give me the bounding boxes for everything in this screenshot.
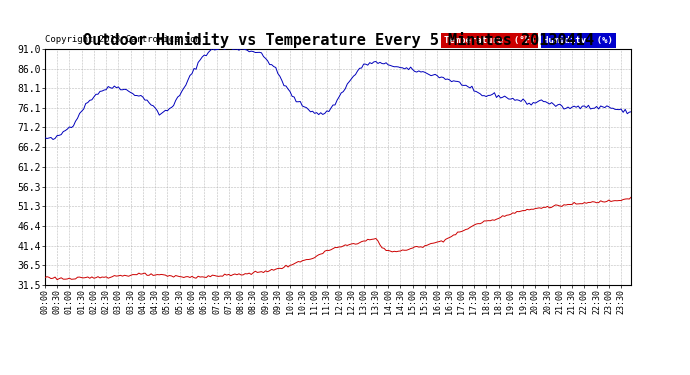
Text: Temperature  (°F): Temperature (°F) [444, 36, 535, 45]
Text: Humidity  (%): Humidity (%) [544, 36, 613, 45]
Text: Copyright 2013 Cartronics.com: Copyright 2013 Cartronics.com [45, 35, 201, 44]
Title: Outdoor Humidity vs Temperature Every 5 Minutes 20130414: Outdoor Humidity vs Temperature Every 5 … [83, 32, 593, 48]
